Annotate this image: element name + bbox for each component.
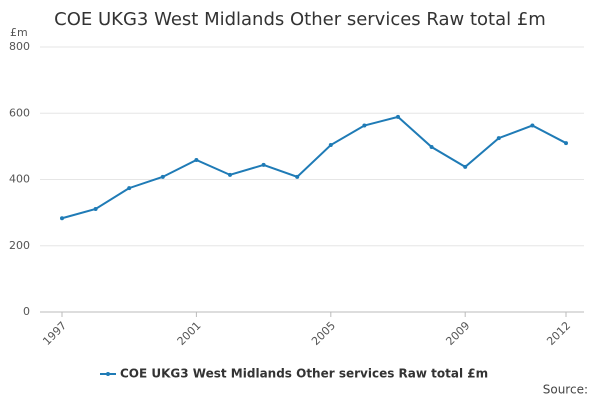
data-point [261,162,266,167]
data-point [564,141,568,146]
data-point [295,174,300,179]
data-point [160,174,165,179]
data-point [228,172,232,177]
data-point [496,136,501,141]
data-point [93,206,98,211]
data-point [194,157,199,162]
legend-label: COE UKG3 West Midlands Other services Ra… [120,367,488,381]
data-point [429,145,434,150]
series-line [61,115,567,220]
y-tick-label: 600 [9,106,30,119]
x-tick-label: 2005 [309,319,338,348]
source: Source: [543,383,588,397]
data-point [463,164,468,169]
x-tick-label: 2012 [544,319,573,348]
y-tick-label: 800 [9,40,30,53]
data-point [60,216,64,221]
x-tick-label: 2001 [175,319,204,348]
data-point [362,123,367,128]
x-tick-label: 1997 [40,319,69,348]
chart-title: COE UKG3 West Midlands Other services Ra… [54,9,546,30]
x-tick-label: 2009 [443,319,472,348]
y-tick-label: 400 [9,173,30,186]
y-tick-label: 0 [23,305,30,318]
y-tick-label: 200 [9,239,30,252]
data-point [530,123,535,128]
data-point [328,143,333,148]
y-axis-unit: £m [10,26,28,39]
data-point [127,186,132,191]
data-point [396,114,400,119]
legend-marker [106,372,110,376]
